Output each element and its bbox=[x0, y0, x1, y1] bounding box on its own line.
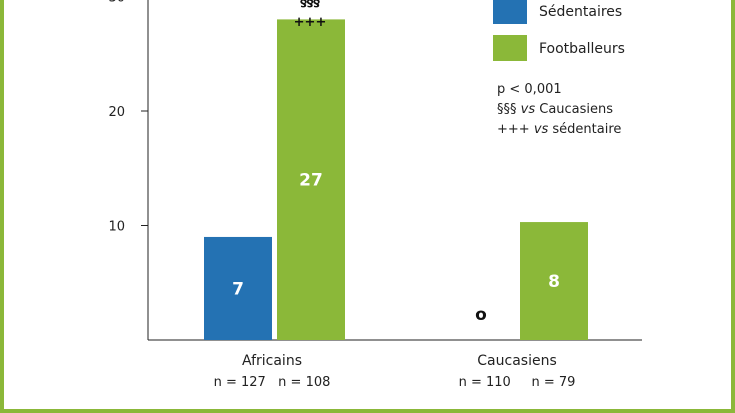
note-p-value: p < 0,001 bbox=[497, 82, 562, 97]
category-counts-caucasiens: n = 110 n = 79 bbox=[459, 375, 576, 390]
legend-label-sedentaires: Sédentaires bbox=[539, 4, 622, 20]
y-ticks: 10 20 30 bbox=[108, 0, 148, 235]
significance-mark-sections: §§§ bbox=[300, 0, 320, 10]
bar-africains-footballeurs bbox=[277, 19, 345, 341]
legend-swatch-footballeurs bbox=[493, 35, 527, 61]
bar-value-label-caucasiens-sedentaires: o bbox=[475, 305, 487, 325]
bars: 7 27 o 8 bbox=[204, 19, 588, 341]
note-vs-caucasiens: §§§ vs Caucasiens bbox=[497, 102, 613, 117]
category-counts-africains: n = 127 n = 108 bbox=[214, 375, 331, 390]
bar-value-label-africains-sedentaires: 7 bbox=[232, 279, 244, 299]
category-label-caucasiens: Caucasiens bbox=[477, 353, 556, 369]
bar-value-label-africains-footballeurs: 27 bbox=[299, 171, 323, 191]
legend-swatch-sedentaires bbox=[493, 0, 527, 24]
y-tick-label-20: 20 bbox=[108, 105, 125, 120]
y-tick-label-10: 10 bbox=[108, 220, 125, 235]
legend: Sédentaires Footballeurs bbox=[493, 0, 625, 61]
significance-mark-plus: +++ bbox=[294, 15, 327, 30]
note-vs-sedentaire: +++ vs sédentaire bbox=[497, 122, 621, 137]
bar-africains-sedentaires bbox=[204, 236, 272, 340]
category-label-africains: Africains bbox=[242, 353, 302, 369]
bar-value-label-caucasiens-footballeurs: 8 bbox=[548, 272, 560, 292]
stats-notes: p < 0,001 §§§ vs Caucasiens +++ vs séden… bbox=[497, 82, 621, 137]
bar-caucasiens-footballeurs bbox=[520, 222, 588, 340]
legend-label-footballeurs: Footballeurs bbox=[539, 41, 625, 57]
y-tick-label-30: 30 bbox=[108, 0, 125, 6]
